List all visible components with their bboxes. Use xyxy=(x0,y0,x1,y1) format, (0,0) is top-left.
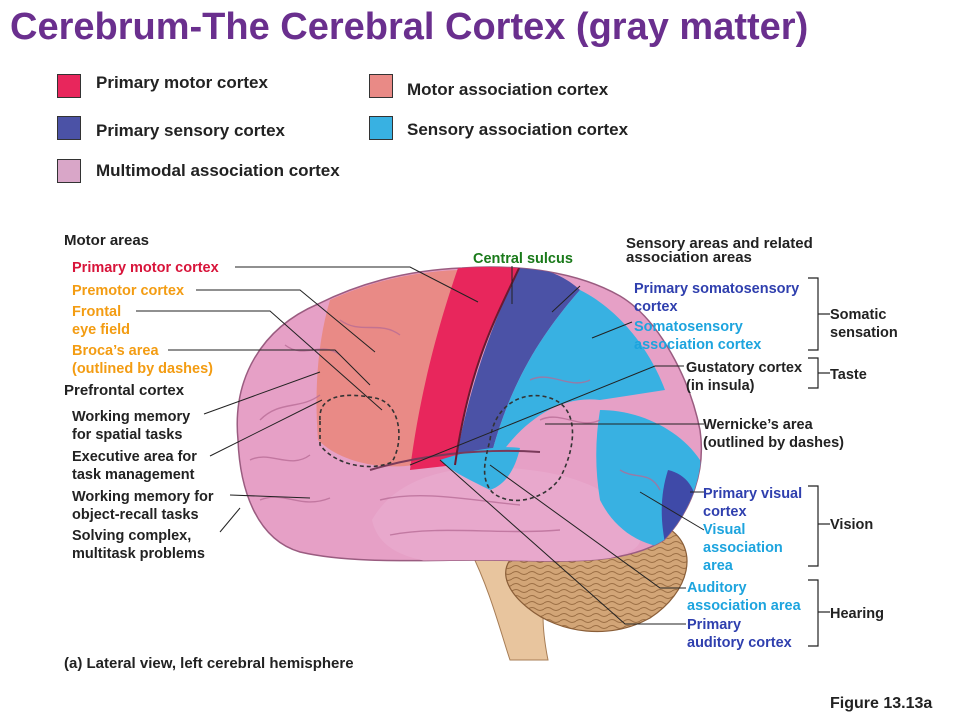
wernickes-area-outline xyxy=(483,394,574,502)
label-somatosensory-association: Somatosensory association cortex xyxy=(634,319,762,353)
prefrontal-heading: Prefrontal cortex xyxy=(64,382,185,399)
legend-swatch-primary-motor xyxy=(57,74,81,98)
label-frontal-eye-field: Frontal eye field xyxy=(72,304,131,338)
legend-swatch-sensory-association xyxy=(369,116,393,140)
label-primary-auditory: Primary auditory cortex xyxy=(687,617,792,651)
group-taste: Taste xyxy=(830,367,867,383)
primary-motor-region xyxy=(410,267,520,470)
label-working-memory-spatial: Working memory for spatial tasks xyxy=(72,409,191,443)
label-solving-problems: Solving complex, multitask problems xyxy=(72,528,205,562)
label-auditory-association: Auditory association area xyxy=(687,580,801,614)
label-wernickes-area: Wernicke’s area (outlined by dashes) xyxy=(703,417,844,451)
group-somatic-sensation: Somatic sensation xyxy=(830,307,898,341)
legend-label-multimodal: Multimodal association cortex xyxy=(96,161,340,180)
leader-lines xyxy=(136,266,705,625)
group-brackets xyxy=(808,277,830,647)
label-primary-motor-cortex: Primary motor cortex xyxy=(72,260,219,276)
label-gustatory-cortex: Gustatory cortex (in insula) xyxy=(686,360,803,394)
label-central-sulcus: Central sulcus xyxy=(473,251,573,267)
group-hearing: Hearing xyxy=(830,606,884,622)
caption: (a) Lateral view, left cerebral hemisphe… xyxy=(64,655,354,672)
auditory-region xyxy=(440,447,520,490)
sensory-heading: Sensory areas and related association ar… xyxy=(626,235,813,266)
motor-association-region xyxy=(316,270,470,467)
legend-swatch-motor-association xyxy=(369,74,393,98)
lateral-sulcus xyxy=(369,449,541,471)
legend-label-sensory-association: Sensory association cortex xyxy=(407,120,629,139)
label-executive-area: Executive area for task management xyxy=(72,449,197,483)
legend-swatch-multimodal xyxy=(57,159,81,183)
label-visual-association: Visual association area xyxy=(703,522,783,574)
page-title: Cerebrum-The Cerebral Cortex (gray matte… xyxy=(10,6,809,48)
legend-label-primary-sensory: Primary sensory cortex xyxy=(96,121,285,140)
primary-somatosensory-region xyxy=(455,267,580,465)
legend-label-motor-association: Motor association cortex xyxy=(407,80,609,99)
label-premotor-cortex: Premotor cortex xyxy=(72,283,185,299)
motor-areas-heading: Motor areas xyxy=(64,232,150,249)
figure-label: Figure 13.13a xyxy=(830,695,933,712)
label-primary-somatosensory: Primary somatosensory cortex xyxy=(634,281,800,315)
group-vision: Vision xyxy=(830,517,874,533)
legend-label-primary-motor: Primary motor cortex xyxy=(96,73,268,92)
legend-swatch-primary-sensory xyxy=(57,116,81,140)
label-working-memory-object: Working memory for object-recall tasks xyxy=(72,489,214,523)
brocas-area-outline xyxy=(319,394,400,468)
label-brocas-area: Broca’s area (outlined by dashes) xyxy=(72,343,213,377)
label-primary-visual: Primary visual cortex xyxy=(703,486,803,520)
